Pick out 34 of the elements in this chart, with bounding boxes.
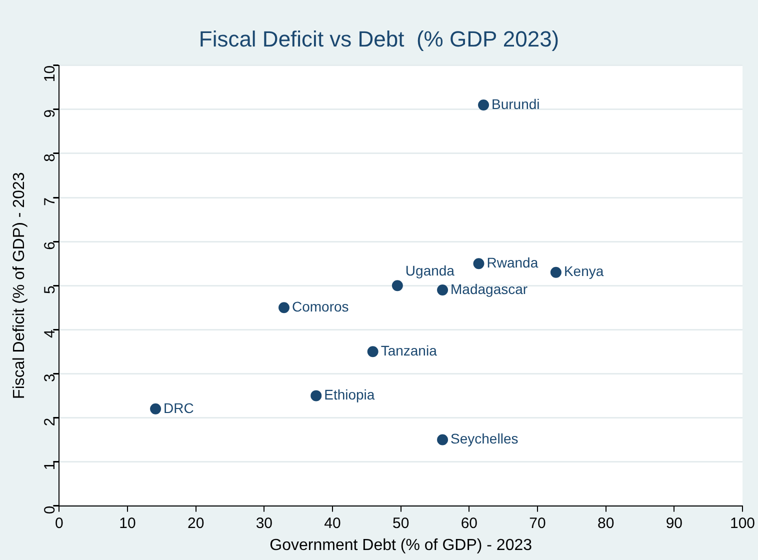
y-axis-title: Fiscal Deficit (% of GDP) - 2023 bbox=[11, 172, 28, 399]
y-tick-label: 10 bbox=[41, 65, 58, 82]
y-tick-label: 2 bbox=[41, 418, 58, 426]
x-tick-label: 50 bbox=[392, 514, 410, 532]
x-axis-title: Government Debt (% of GDP) - 2023 bbox=[270, 536, 532, 554]
y-tick-label: 1 bbox=[41, 462, 58, 470]
x-tick-label: 40 bbox=[324, 514, 341, 532]
y-tick-label: 0 bbox=[41, 506, 58, 514]
y-tick-label: 7 bbox=[41, 198, 58, 206]
annotation: Uganda bbox=[405, 262, 455, 278]
x-tick-label: 10 bbox=[119, 514, 136, 532]
y-tick-label: 8 bbox=[41, 153, 58, 162]
annotation: Seychelles bbox=[450, 430, 518, 447]
annotation: Burundi bbox=[492, 96, 540, 112]
chart-title: Fiscal Deficit vs Debt (% GDP 2023) bbox=[198, 26, 560, 52]
x-tick-label: 20 bbox=[188, 514, 204, 532]
annotation: Ethiopia bbox=[324, 386, 375, 403]
annotation: DRC bbox=[164, 400, 194, 416]
x-tick-label: 60 bbox=[460, 514, 478, 532]
y-tick-label: 3 bbox=[41, 374, 58, 382]
x-tick-label: 30 bbox=[256, 514, 273, 532]
x-tick-label: 100 bbox=[730, 514, 755, 532]
x-tick-label: 70 bbox=[529, 514, 546, 532]
annotation: Rwanda bbox=[486, 254, 538, 270]
x-tick-label: 90 bbox=[666, 514, 682, 532]
annotation: Kenya bbox=[564, 263, 604, 280]
y-tick-label: 6 bbox=[41, 242, 58, 250]
annotation: Tanzania bbox=[380, 342, 438, 359]
x-tick-label: 80 bbox=[597, 514, 614, 532]
annotation: Comoros bbox=[292, 298, 349, 314]
y-tick-label: 4 bbox=[41, 330, 58, 338]
annotation: Madagascar bbox=[450, 280, 528, 297]
y-tick-label: 5 bbox=[41, 286, 58, 294]
y-tick-label: 9 bbox=[41, 109, 58, 118]
